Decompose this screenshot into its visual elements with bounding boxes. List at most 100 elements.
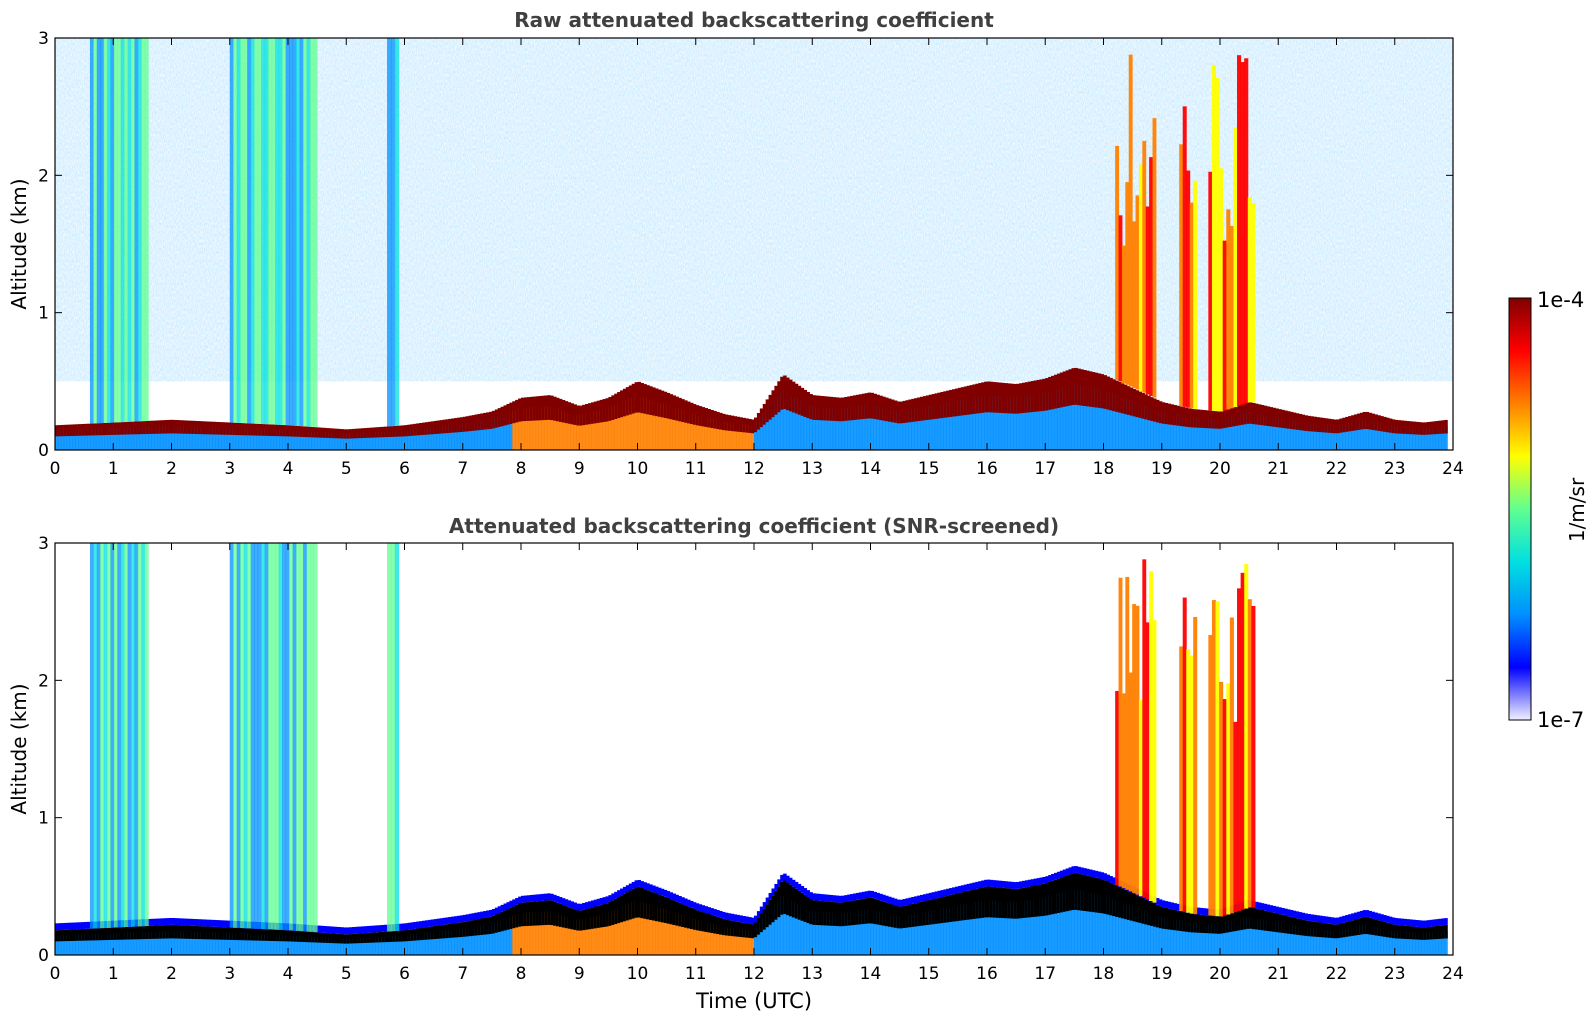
bl-cell xyxy=(605,408,609,450)
bl-cell xyxy=(561,915,566,955)
signal-column xyxy=(306,543,311,932)
signal-column xyxy=(1193,180,1198,410)
signal-column xyxy=(1179,144,1184,407)
bl-edge-cell xyxy=(1394,918,1399,925)
bl-peak-cell xyxy=(63,929,68,942)
bl-peak-cell xyxy=(622,388,627,417)
bl-cell xyxy=(713,418,717,450)
y-tick-label: 2 xyxy=(38,671,49,691)
bl-cell xyxy=(853,911,857,955)
bl-peak-cell xyxy=(1109,882,1113,916)
bl-cell xyxy=(1220,923,1224,955)
bl-edge-cell xyxy=(1353,912,1358,920)
bl-edge-cell xyxy=(1342,915,1346,923)
bl-peak-cell xyxy=(876,394,880,420)
bl-peak-cell xyxy=(1240,909,1244,930)
bl-peak-cell xyxy=(165,419,170,434)
bl-peak-cell xyxy=(625,387,630,416)
bl-peak-cell xyxy=(987,886,991,918)
bl-peak-cell xyxy=(98,423,103,436)
bl-peak-cell xyxy=(716,411,720,430)
bl-edge-cell xyxy=(398,923,403,931)
bl-edge-cell xyxy=(515,898,519,905)
bl-cell xyxy=(1001,396,1006,450)
bl-peak-cell xyxy=(357,428,362,439)
bl-edge-cell xyxy=(66,922,71,930)
bl-peak-cell xyxy=(1214,411,1218,429)
bl-peak-cell xyxy=(107,422,111,436)
bl-peak-cell xyxy=(1088,371,1093,407)
bl-cell xyxy=(684,410,688,450)
bl-peak-cell xyxy=(762,403,767,425)
bl-peak-cell xyxy=(203,926,208,940)
bl-edge-cell xyxy=(159,918,164,926)
signal-column xyxy=(127,543,132,927)
bl-edge-cell xyxy=(1415,919,1419,927)
bl-cell xyxy=(1059,388,1064,450)
signal-column xyxy=(299,38,304,427)
bl-edge-cell xyxy=(183,918,187,926)
bl-peak-cell xyxy=(1065,370,1070,407)
bl-peak-cell xyxy=(107,927,111,941)
bl-peak-cell xyxy=(1327,418,1332,433)
bl-peak-cell xyxy=(512,401,516,424)
bl-peak-cell xyxy=(177,420,181,434)
bl-peak-cell xyxy=(223,927,228,940)
bl-cell xyxy=(468,927,473,955)
signal-column xyxy=(1152,620,1157,903)
bl-cell xyxy=(791,900,796,955)
signal-column xyxy=(117,38,122,423)
bl-cell xyxy=(657,906,662,955)
bl-cell xyxy=(186,931,190,955)
bl-cell xyxy=(771,402,775,450)
bl-peak-cell xyxy=(981,887,985,918)
bl-edge-cell xyxy=(1330,917,1335,925)
bl-peak-cell xyxy=(582,909,586,931)
bl-cell xyxy=(366,937,371,955)
bl-cell xyxy=(1088,387,1093,450)
bl-edge-cell xyxy=(404,923,409,931)
bl-cell xyxy=(331,937,336,955)
bl-edge-cell xyxy=(727,913,732,921)
bl-peak-cell xyxy=(1383,921,1387,937)
bl-peak-cell xyxy=(328,428,333,439)
bl-peak-cell xyxy=(477,414,481,431)
bl-peak-cell xyxy=(1135,390,1140,418)
bl-peak-cell xyxy=(66,424,71,437)
bl-cell xyxy=(788,393,793,450)
bl-cell xyxy=(1441,426,1445,450)
bl-peak-cell xyxy=(375,932,379,943)
bl-cell xyxy=(628,398,633,450)
bl-cell xyxy=(89,933,94,955)
bl-edge-cell xyxy=(701,905,706,913)
bl-cell xyxy=(1118,900,1122,955)
bl-cell xyxy=(232,933,237,955)
bl-peak-cell xyxy=(69,424,74,436)
bl-peak-cell xyxy=(1062,876,1067,912)
bl-peak-cell xyxy=(1120,888,1125,919)
bl-cell xyxy=(424,932,429,955)
bl-cell xyxy=(625,399,630,450)
bl-peak-cell xyxy=(302,931,307,943)
bl-cell xyxy=(643,397,647,450)
bl-peak-cell xyxy=(1336,419,1341,434)
x-tick-label: 3 xyxy=(224,459,235,479)
bl-cell xyxy=(896,411,901,450)
bl-edge-cell xyxy=(1406,919,1410,927)
bl-cell xyxy=(1304,927,1308,955)
bl-peak-cell xyxy=(378,932,382,943)
bl-peak-cell xyxy=(1426,422,1431,435)
bl-peak-cell xyxy=(1284,915,1288,934)
bl-peak-cell xyxy=(1097,373,1102,408)
bl-peak-cell xyxy=(116,927,120,940)
bl-peak-cell xyxy=(605,903,609,927)
bl-peak-cell xyxy=(1167,403,1172,425)
bl-cell xyxy=(754,424,758,450)
bl-peak-cell xyxy=(1298,413,1303,431)
bl-cell xyxy=(730,422,735,450)
bl-cell xyxy=(1435,426,1440,450)
bl-cell xyxy=(689,412,694,450)
bl-cell xyxy=(902,915,907,955)
bl-peak-cell xyxy=(1310,416,1314,432)
bl-peak-cell xyxy=(949,389,953,417)
